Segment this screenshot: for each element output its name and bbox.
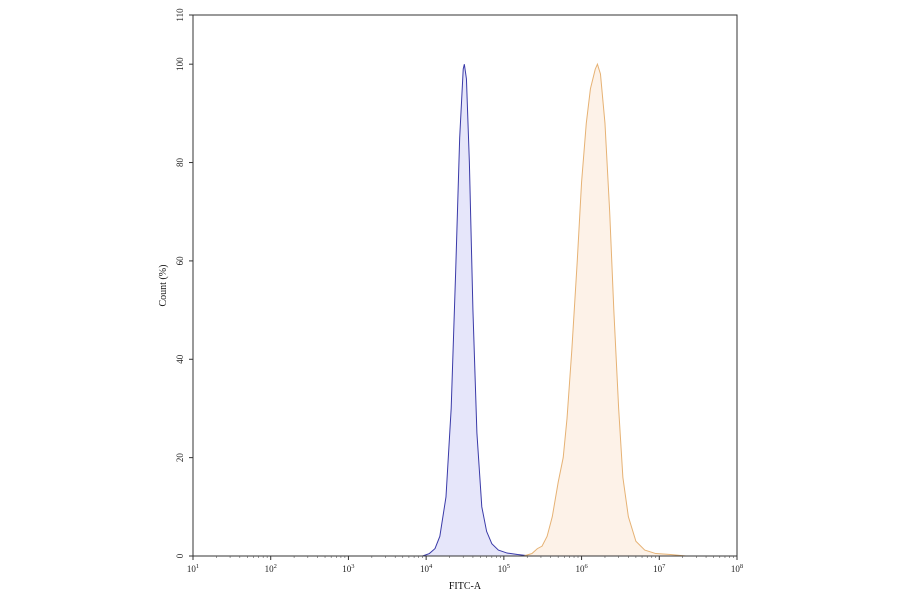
histogram-line-2 (523, 62, 686, 557)
x-tick-label-2: 102 (265, 563, 277, 574)
histogram-line-1 (422, 64, 531, 557)
y-tick-label-1: 0 (175, 553, 185, 558)
histogram-fill-1 (422, 64, 531, 557)
x-tick-label-4: 104 (420, 563, 433, 574)
x-tick-label-5: 105 (498, 563, 510, 574)
plot-area (422, 62, 686, 557)
y-tick-label-5: 80 (175, 158, 185, 168)
x-tick-label-8: 108 (731, 563, 743, 574)
x-tick-label-3: 103 (342, 563, 354, 574)
axes: 101 102 103 104 105 106 107 108 0 20 40 60 80 100 110 (175, 8, 743, 574)
y-tick-label-7: 110 (175, 8, 185, 22)
x-tick-label-6: 106 (575, 563, 588, 574)
x-tick-label-1: 101 (187, 563, 199, 574)
y-tick-label-3: 40 (175, 354, 185, 364)
y-tick-label-6: 100 (175, 57, 185, 71)
y-axis-title: Count (%) (158, 265, 169, 307)
y-tick-label-2: 20 (175, 453, 185, 463)
plot-frame (192, 14, 738, 557)
y-tick-label-4: 60 (175, 256, 185, 266)
x-tick-label-7: 107 (653, 563, 666, 574)
histogram-fill-2 (523, 64, 686, 557)
x-axis-title: FITC-A (449, 581, 482, 592)
